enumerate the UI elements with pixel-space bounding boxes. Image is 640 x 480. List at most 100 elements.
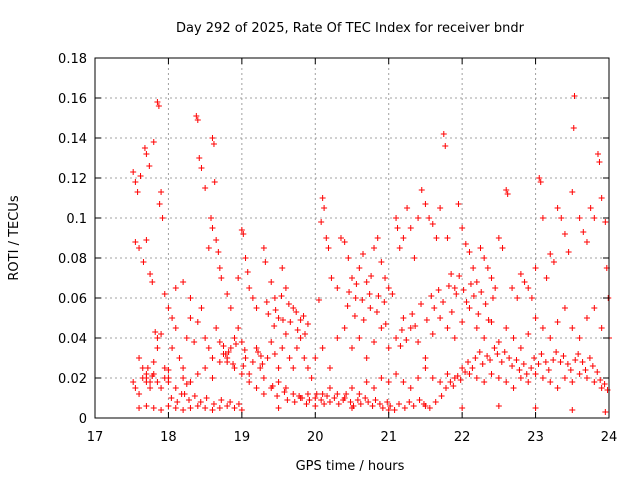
data-point [371,339,378,345]
data-point [194,371,201,377]
data-point [398,327,405,333]
data-point [478,289,485,295]
data-point [367,305,374,311]
data-point [161,375,168,381]
data-point [259,361,266,367]
data-point [293,345,300,351]
data-point [466,305,473,311]
data-point [466,371,473,377]
data-point [242,355,249,361]
data-point [278,293,285,299]
data-point [422,365,429,371]
data-point [499,245,506,251]
data-point [227,399,234,405]
data-point [194,117,201,123]
data-point [347,399,354,405]
data-point [143,371,150,377]
data-point [147,271,154,277]
data-point [349,275,355,281]
data-point [532,265,539,271]
data-point [451,335,458,341]
data-point [341,325,348,331]
data-point [349,385,355,391]
data-point [146,163,153,169]
data-point [351,313,358,319]
data-point [319,345,326,351]
data-point [257,353,264,359]
data-point [132,239,139,245]
data-point [571,93,578,99]
data-point [271,295,278,301]
data-point [523,371,530,377]
data-point [459,365,466,371]
data-point [139,365,146,371]
data-point [191,393,198,399]
data-point [180,375,187,381]
data-point [137,173,144,179]
data-point [318,397,325,403]
data-point [216,339,223,345]
data-point [139,375,146,381]
data-point [202,335,209,341]
data-point [576,335,583,341]
data-point [130,379,137,385]
data-point [420,401,427,407]
data-point [543,275,550,281]
data-point [291,399,298,405]
data-point [284,397,291,403]
data-point [227,345,234,351]
data-point [368,273,375,279]
data-point [503,325,510,331]
data-point [227,305,234,311]
data-point [510,385,517,391]
data-point [418,301,425,307]
y-tick-label: 0.12 [58,172,87,187]
data-point [202,405,209,411]
data-point [545,367,552,373]
data-point [275,379,282,385]
data-point [324,393,331,399]
y-tick-label: 0.04 [58,332,87,347]
data-point [570,125,577,131]
data-point [580,229,587,235]
data-point [598,195,605,201]
data-point [591,305,598,311]
data-point [209,375,216,381]
data-point [143,151,150,157]
data-point [180,407,187,413]
data-point [378,375,385,381]
data-point [334,285,341,291]
data-point [275,365,282,371]
data-point [143,403,150,409]
data-point [154,335,161,341]
data-point [532,315,539,321]
data-point [282,331,289,337]
data-point [147,385,154,391]
grid-lines [95,58,609,418]
data-point [509,363,516,369]
data-point [587,205,594,211]
data-point [433,235,440,241]
data-point [532,405,539,411]
data-point [341,239,348,245]
data-point [466,249,473,255]
data-point [224,403,231,409]
data-point [326,399,333,405]
data-point [481,335,488,341]
data-point [193,113,200,119]
data-point [154,99,161,105]
data-point [326,385,333,391]
data-point [538,351,545,357]
data-point [150,405,157,411]
data-point [253,385,260,391]
data-point [275,315,282,321]
data-point [465,359,472,365]
data-point [196,155,203,161]
data-point [550,357,557,363]
data-point [400,379,407,385]
data-point [517,375,524,381]
data-point [371,385,378,391]
data-point [174,399,181,405]
data-point [440,299,447,305]
data-point [271,351,278,357]
